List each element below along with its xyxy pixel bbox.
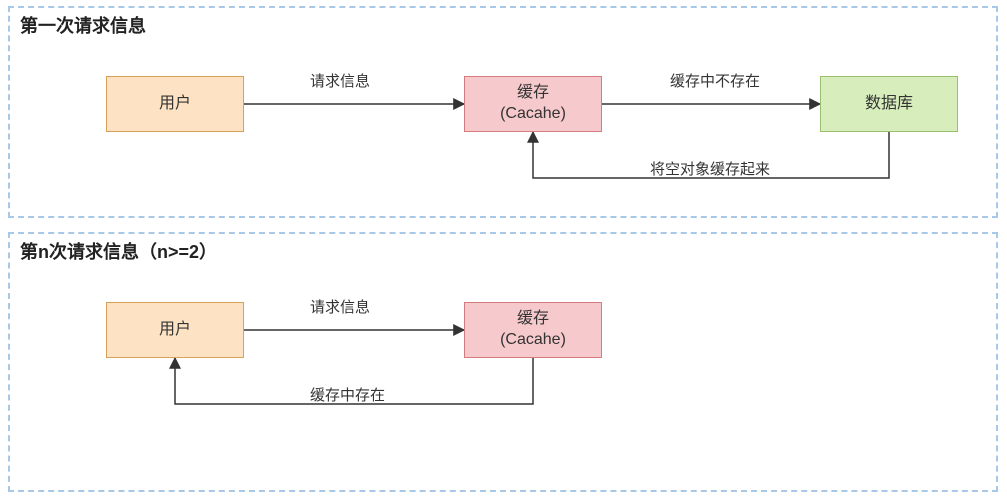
node-p2-cache: 缓存 (Cacahe) xyxy=(464,302,602,358)
panel-title: 第一次请求信息 xyxy=(20,12,146,38)
edge-label: 请求信息 xyxy=(310,70,370,91)
edge-label: 缓存中不存在 xyxy=(670,70,760,91)
arrow-layer xyxy=(10,234,1000,494)
panel-panel1: 第一次请求信息用户 缓存 (Cacahe) 数据库 请求信息 缓存中不存在将空对象缓存起… xyxy=(8,6,998,218)
node-label: 缓存 (Cacahe) xyxy=(500,83,566,125)
node-p1-db: 数据库 xyxy=(820,76,958,132)
edge-label: 请求信息 xyxy=(310,296,370,317)
node-label: 缓存 (Cacahe) xyxy=(500,309,566,351)
node-label: 用户 xyxy=(159,320,191,341)
node-p1-user: 用户 xyxy=(106,76,244,132)
node-p1-cache: 缓存 (Cacahe) xyxy=(464,76,602,132)
panel-panel2: 第n次请求信息（n>=2） 用户 缓存 (Cacahe) 请求信息缓存中存在 xyxy=(8,232,998,492)
edge-label: 将空对象缓存起来 xyxy=(650,158,770,179)
node-p2-user: 用户 xyxy=(106,302,244,358)
edge-label: 缓存中存在 xyxy=(310,384,385,405)
node-label: 用户 xyxy=(159,94,191,115)
node-label: 数据库 xyxy=(865,94,913,115)
panel-title: 第n次请求信息（n>=2） xyxy=(20,238,217,264)
